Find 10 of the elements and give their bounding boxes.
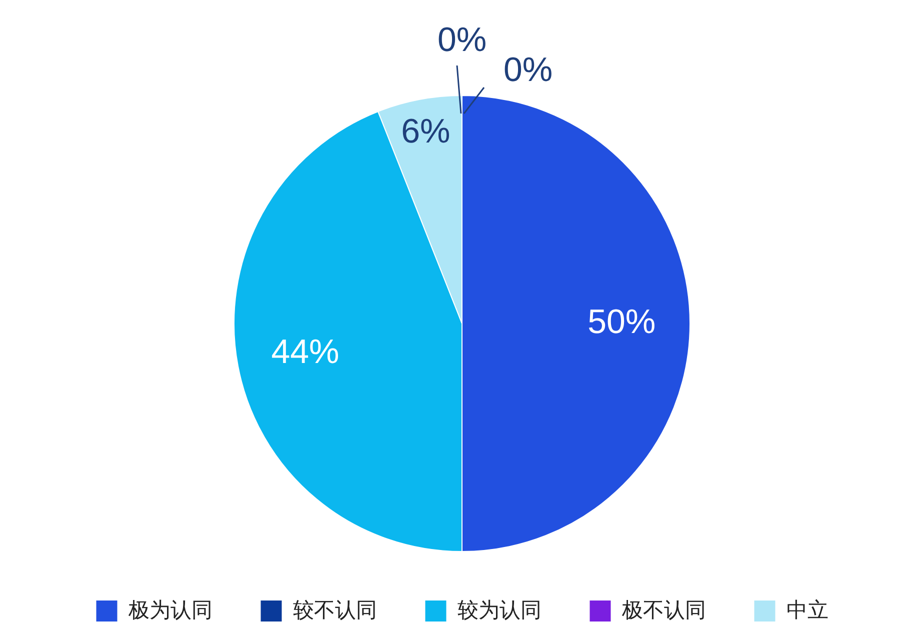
legend-label: 极为认同	[127, 598, 212, 622]
legend-label: 较为认同	[457, 598, 542, 622]
text: 0%	[437, 20, 487, 59]
data-label: 44%	[271, 332, 340, 371]
text: 0%	[503, 50, 553, 89]
legend-label: 中立	[786, 598, 828, 622]
data-label: 50%	[588, 302, 656, 341]
legend-label: 较不认同	[292, 598, 377, 622]
data-label: 6%	[401, 112, 450, 151]
legend-label: 极不认同	[620, 598, 706, 622]
